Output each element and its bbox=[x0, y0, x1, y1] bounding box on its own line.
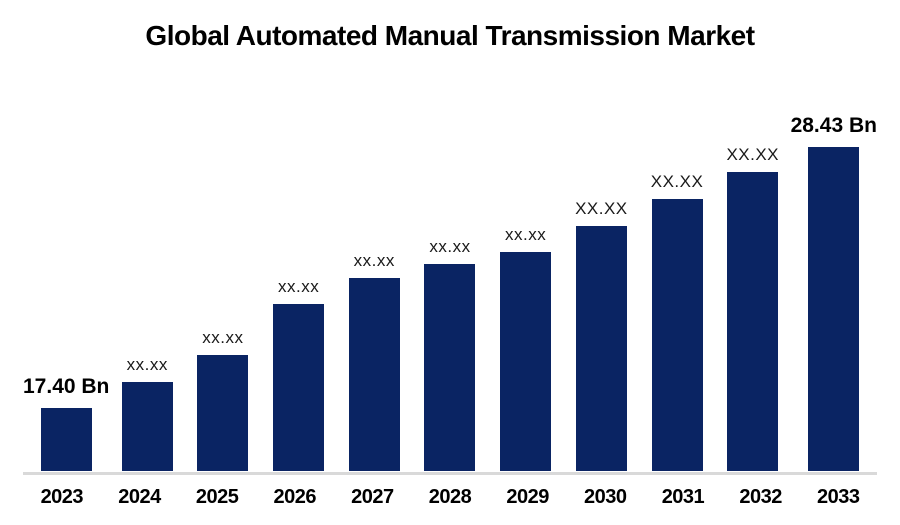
bar bbox=[424, 264, 476, 471]
x-axis-tick-label: 2032 bbox=[739, 486, 782, 508]
bar-column: xx.xx bbox=[488, 0, 564, 471]
bar bbox=[651, 199, 703, 471]
chart-title: Global Automated Manual Transmission Mar… bbox=[145, 20, 755, 51]
bars-row: 17.40 Bn xx.xx xx.xx xx.xx xx.xx xx.xx xx.xx XX… bbox=[23, 0, 877, 471]
bar-value-label: xx.xx bbox=[202, 328, 244, 347]
bar-column: xx.xx bbox=[261, 0, 337, 471]
bar-value-label: xx.xx bbox=[126, 355, 168, 374]
plot-area: 17.40 Bn xx.xx xx.xx xx.xx xx.xx xx.xx xx.xx XX… bbox=[23, 0, 877, 525]
x-axis-tick-label: 2030 bbox=[584, 486, 627, 508]
bar-column: XX.XX bbox=[639, 0, 715, 471]
x-axis-tick-label: 2031 bbox=[661, 486, 705, 508]
bar bbox=[40, 408, 92, 471]
x-axis-tick-label: 2025 bbox=[195, 486, 239, 508]
bar-column: xx.xx bbox=[412, 0, 488, 471]
x-axis-tick-label: 2023 bbox=[40, 486, 84, 508]
bar-value-label: xx.xx bbox=[353, 251, 395, 270]
bar-column: 28.43 Bn bbox=[791, 0, 877, 471]
x-axis-tick-label: 2026 bbox=[273, 486, 316, 508]
x-axis-tick-label: 2033 bbox=[816, 486, 860, 508]
bar-value-label: 28.43 Bn bbox=[790, 114, 877, 137]
bar-column: XX.XX bbox=[715, 0, 791, 471]
bar bbox=[348, 278, 400, 471]
bar bbox=[727, 172, 779, 471]
bar-value-label: 17.40 Bn bbox=[23, 375, 110, 398]
bar-value-label: XX.XX bbox=[726, 145, 780, 164]
bar bbox=[500, 252, 552, 471]
x-axis-tick-label: 2029 bbox=[506, 486, 549, 508]
bar-column: xx.xx bbox=[109, 0, 185, 471]
bar-column: 17.40 Bn bbox=[23, 0, 109, 471]
bar-value-label: XX.XX bbox=[575, 199, 628, 218]
bar bbox=[121, 382, 173, 471]
x-axis-line bbox=[23, 472, 877, 475]
x-axis-tick-label: 2024 bbox=[118, 486, 161, 508]
bar-value-label: xx.xx bbox=[429, 237, 471, 256]
bar-column: XX.XX bbox=[564, 0, 640, 471]
bar bbox=[273, 304, 325, 471]
bar-column: xx.xx bbox=[336, 0, 412, 471]
bar-column: xx.xx bbox=[185, 0, 261, 471]
bar-value-label: xx.xx bbox=[505, 225, 547, 244]
x-axis-tick-label: 2027 bbox=[351, 486, 394, 508]
x-axis-tick-label: 2028 bbox=[428, 486, 472, 508]
x-axis-labels: 2023 2024 2025 2026 2027 2028 2029 2030 2031 2032… bbox=[23, 487, 877, 507]
bar-value-label: xx.xx bbox=[277, 277, 320, 296]
bar bbox=[575, 226, 627, 471]
bar bbox=[197, 355, 249, 471]
bar-value-label: XX.XX bbox=[650, 172, 704, 191]
bar bbox=[808, 147, 860, 471]
